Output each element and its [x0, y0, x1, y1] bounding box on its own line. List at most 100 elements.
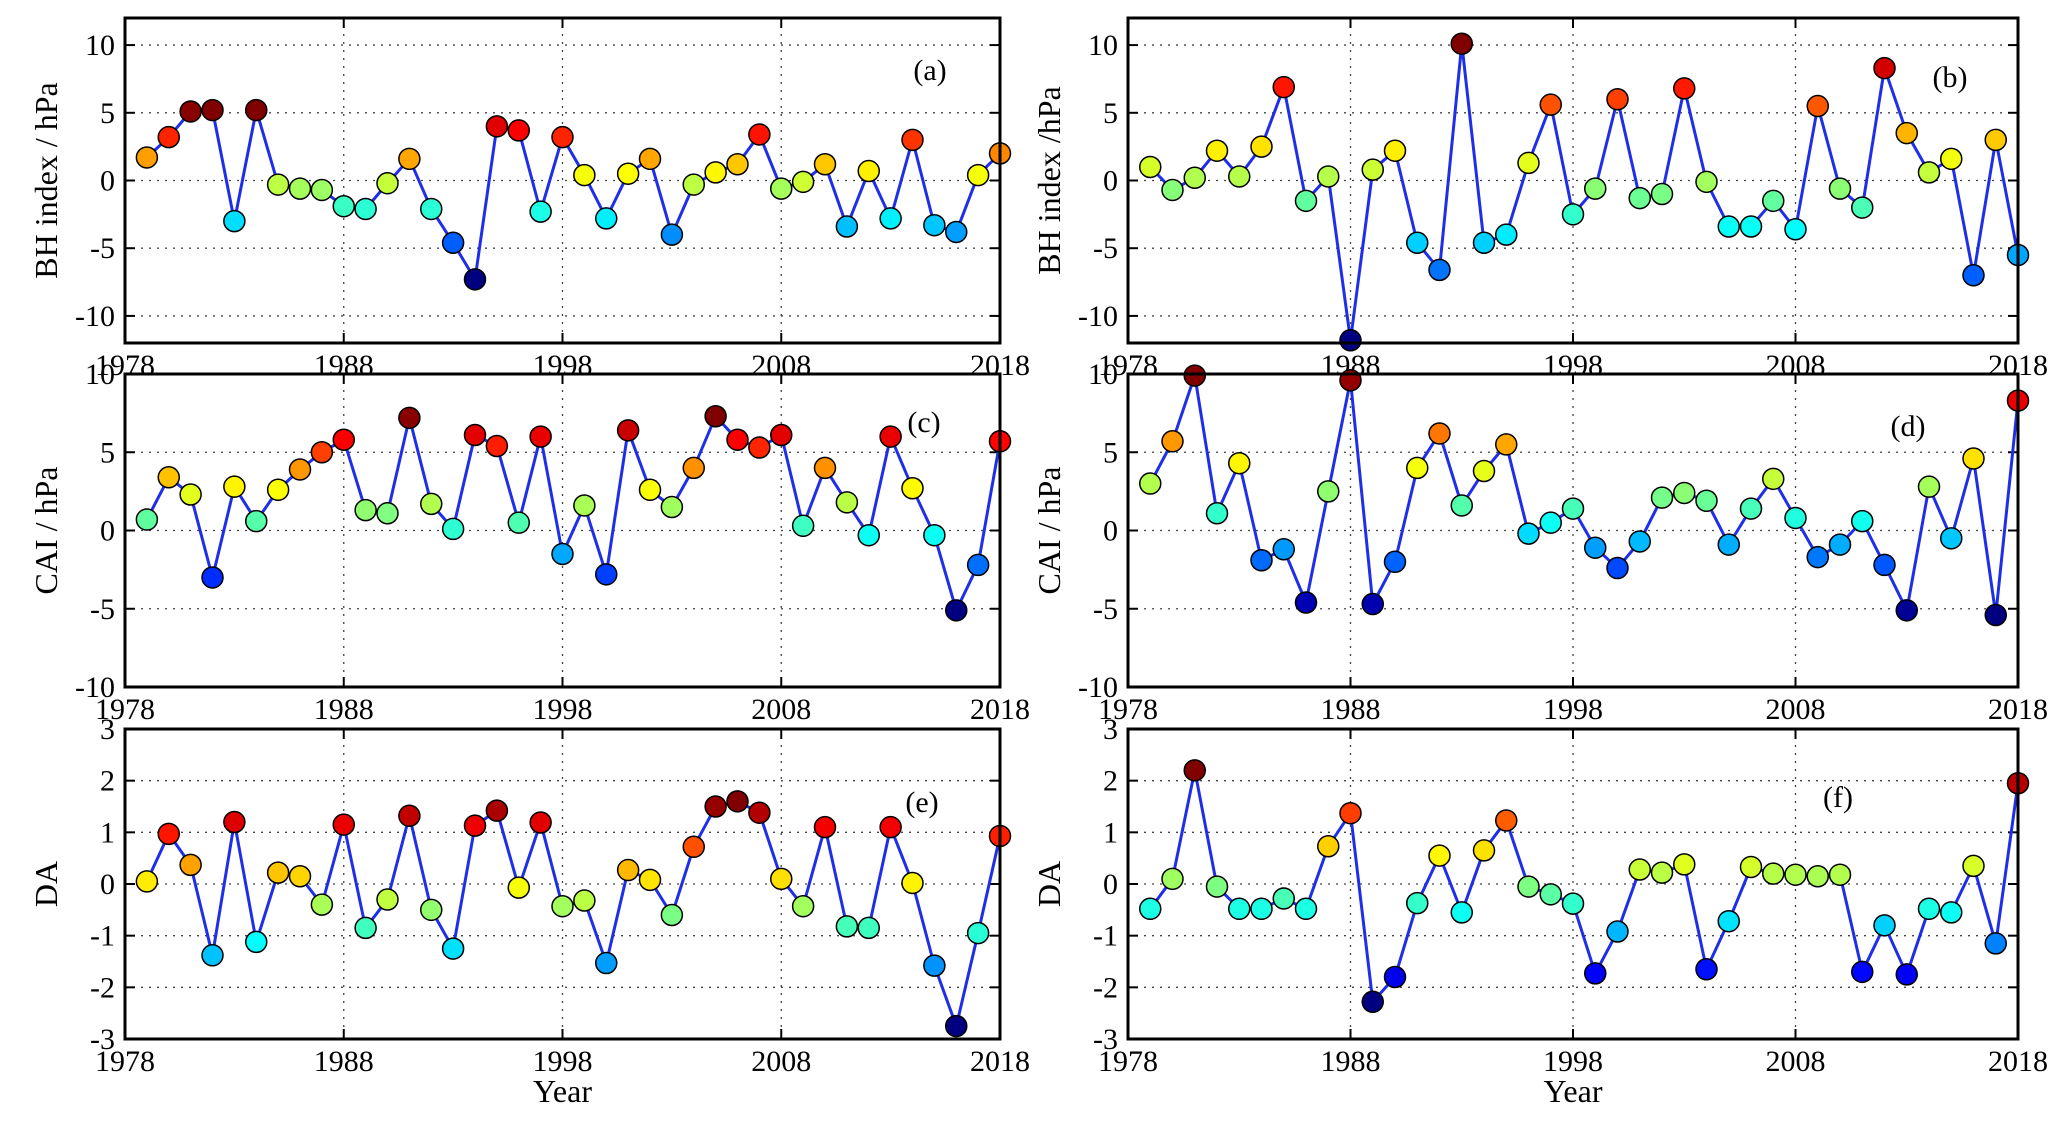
data-point [551, 125, 574, 149]
data-point [1339, 801, 1362, 825]
data-point [966, 553, 990, 577]
data-point [332, 813, 355, 836]
data-point [1428, 258, 1451, 282]
x-tick-label: 1988 [314, 693, 374, 726]
y-tick-label: 0 [100, 515, 115, 548]
data-point [1606, 556, 1629, 580]
data-point [1406, 231, 1429, 255]
data-point [1828, 863, 1852, 886]
data-point [1739, 215, 1763, 238]
data-point [354, 498, 377, 522]
data-point [1495, 223, 1518, 246]
data-point [1183, 166, 1206, 190]
y-tick-label: -5 [90, 232, 115, 265]
data-point [1406, 456, 1429, 480]
data-point [813, 153, 837, 176]
data-point [1584, 177, 1607, 200]
data-point [332, 428, 355, 451]
data-point [1606, 920, 1629, 943]
data-point [1895, 599, 1918, 622]
data-point [245, 98, 268, 122]
data-point [1383, 965, 1407, 989]
data-point [529, 811, 552, 834]
data-point [1139, 897, 1162, 921]
y-axis-label: BH index / hPa [28, 82, 64, 278]
data-point [1739, 855, 1763, 879]
y-tick-label: 5 [1103, 97, 1118, 130]
data-point [441, 231, 465, 255]
data-point [1650, 861, 1674, 884]
data-point [1940, 901, 1963, 924]
data-point [726, 428, 749, 451]
data-point [748, 801, 771, 824]
data-point [1739, 497, 1763, 520]
y-tick-label: 0 [1103, 515, 1118, 548]
data-point [201, 944, 224, 967]
data-point [1673, 853, 1696, 876]
data-point [1762, 467, 1785, 491]
y-tick-label: 5 [100, 436, 115, 469]
data-point [1984, 603, 2007, 627]
panel-label: (f) [1823, 781, 1853, 814]
data-point [770, 177, 793, 200]
x-tick-label: 2018 [970, 1045, 1030, 1078]
data-point [398, 406, 421, 430]
data-point [1517, 875, 1540, 898]
data-point [245, 930, 268, 954]
data-point [1561, 497, 1585, 520]
data-point [1851, 196, 1874, 219]
data-point [1984, 128, 2007, 152]
data-point [485, 434, 509, 458]
data-point [1762, 862, 1785, 885]
data-point [1717, 533, 1740, 556]
data-point [1495, 809, 1518, 832]
data-point [288, 177, 312, 200]
data-point [1828, 177, 1852, 200]
series-line [1149, 43, 2020, 341]
data-point [1406, 891, 1429, 915]
data-point [835, 915, 859, 938]
x-tick-label: 2008 [751, 1045, 811, 1078]
data-point [1205, 139, 1229, 162]
x-tick-label: 1988 [314, 1045, 374, 1078]
data-point [376, 171, 399, 195]
panel-f: 1978 1988 1998 2008 2018 -3 -2 -1 0 1 2 3 DA Year (f) [1031, 713, 2048, 1109]
data-point [879, 425, 902, 448]
y-axis-label: CAI / hPa [1031, 467, 1067, 595]
data-point [1895, 121, 1918, 145]
data-point [441, 937, 465, 960]
data-point [923, 954, 946, 977]
data-point [354, 916, 377, 940]
panel-label: (c) [907, 406, 940, 439]
data-point [704, 161, 727, 184]
data-point [1584, 536, 1607, 559]
data-point [1161, 178, 1184, 202]
data-point [945, 1014, 968, 1038]
data-point [310, 178, 334, 202]
data-point [1383, 550, 1407, 574]
y-tick-label: -10 [1078, 300, 1118, 333]
data-point [1784, 506, 1807, 530]
y-tick-label: -2 [90, 971, 115, 1004]
data-point [1517, 151, 1540, 175]
axes-frame [123, 372, 1002, 689]
data-point [1317, 835, 1340, 858]
data-point [157, 822, 180, 846]
data-point [857, 523, 880, 547]
y-tick-label: 0 [100, 165, 115, 198]
y-tick-label: -1 [90, 920, 115, 953]
data-point [1851, 960, 1874, 984]
y-tick-label: 2 [1103, 765, 1118, 798]
x-axis-label: Year [533, 1073, 592, 1109]
data-point [310, 441, 334, 464]
data-point [223, 209, 246, 233]
data-point [1628, 858, 1651, 881]
data-point [441, 517, 465, 541]
data-point [1361, 990, 1384, 1014]
series-line [145, 413, 1002, 615]
x-tick-label: 1988 [1321, 693, 1381, 726]
data-point [1450, 901, 1473, 924]
data-point [179, 100, 202, 123]
data-point [354, 197, 377, 221]
